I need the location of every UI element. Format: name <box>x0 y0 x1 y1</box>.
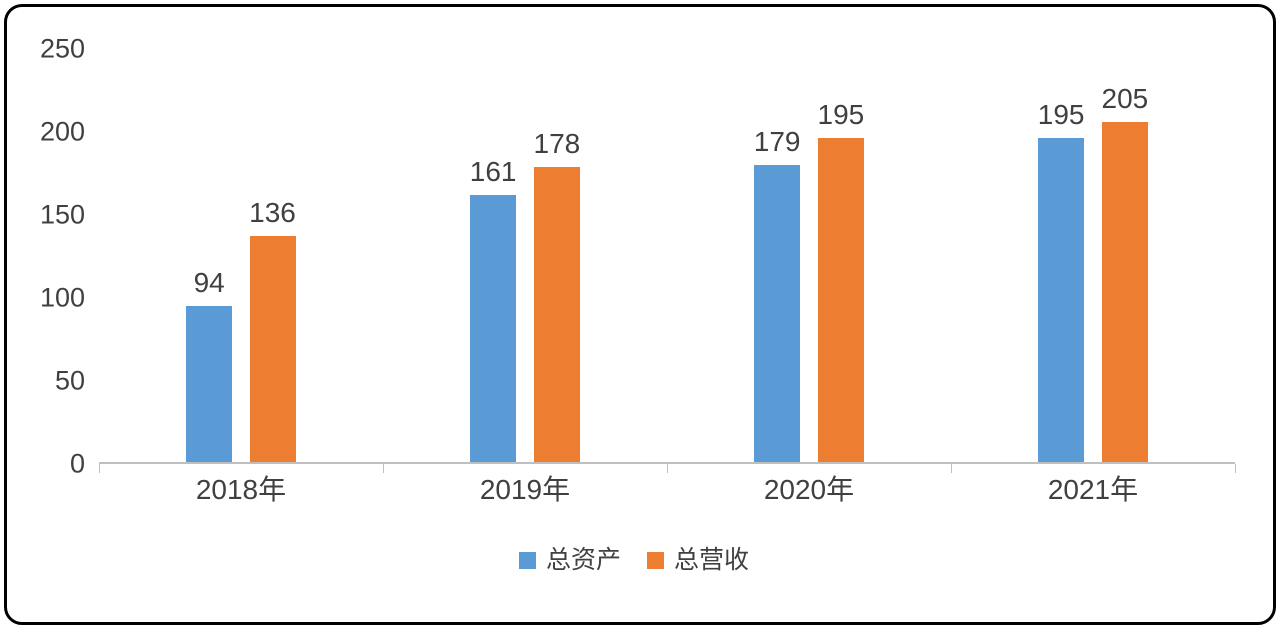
plot-row: 0 50 100 150 200 250 94 136 161 178 179 195 195 205 <box>33 35 1235 477</box>
category-group-2018年: 94 136 <box>99 47 383 462</box>
bar-总营收-2018年 <box>249 236 296 462</box>
bar-column: 178 <box>533 127 581 462</box>
x-axis-tick <box>951 464 952 473</box>
y-axis: 0 50 100 150 200 250 <box>33 35 99 477</box>
y-tick-label: 100 <box>39 282 85 313</box>
y-tick-label: 50 <box>54 365 85 396</box>
bar-总资产-2019年 <box>470 194 517 462</box>
bar-chart: 0 50 100 150 200 250 94 136 161 178 179 195 195 205 … <box>7 7 1273 622</box>
x-axis: 2018年 2019年 2020年 2021年 <box>33 464 1236 505</box>
bar-总营收-2019年 <box>533 166 580 462</box>
bar-column: 205 <box>1101 82 1149 462</box>
y-tick-label: 250 <box>39 33 85 64</box>
y-tick-label: 200 <box>39 116 85 147</box>
bar-总营收-2020年 <box>817 138 864 462</box>
bar-总资产-2020年 <box>754 164 801 462</box>
bar-column: 136 <box>249 199 296 462</box>
value-label: 94 <box>193 266 225 298</box>
value-label: 178 <box>533 127 581 159</box>
bar-总资产-2021年 <box>1038 138 1085 462</box>
plot-area: 94 136 161 178 179 195 195 205 <box>99 47 1235 464</box>
y-tick-label: 150 <box>39 199 85 230</box>
value-label: 136 <box>249 197 296 229</box>
category-group-2019年: 161 178 <box>383 47 667 462</box>
bar-column: 195 <box>817 99 865 462</box>
x-category-label: 2021年 <box>1047 474 1139 505</box>
legend: 总资产 总营收 <box>33 548 1235 573</box>
value-label: 195 <box>1037 99 1085 131</box>
bar-column: 94 <box>186 266 233 462</box>
x-axis-labels: 2018年 2019年 2020年 2021年 <box>99 464 1236 505</box>
value-label: 205 <box>1101 82 1149 114</box>
y-tick-label: 0 <box>69 448 85 479</box>
x-axis-tick <box>1235 464 1236 473</box>
bar-总资产-2018年 <box>186 305 233 462</box>
x-category-label: 2019年 <box>479 474 571 505</box>
legend-item-总资产: 总资产 <box>518 546 621 574</box>
value-label: 161 <box>469 155 517 187</box>
legend-label: 总营收 <box>674 546 750 574</box>
value-label: 195 <box>817 99 865 131</box>
x-axis-tick <box>383 464 384 473</box>
x-axis-tick <box>99 464 100 473</box>
x-axis-tick <box>667 464 668 473</box>
chart-frame: 0 50 100 150 200 250 94 136 161 178 179 195 195 205 … <box>4 4 1276 625</box>
value-label: 179 <box>753 125 801 157</box>
category-group-2020年: 179 195 <box>667 47 951 462</box>
bar-column: 161 <box>469 155 517 462</box>
legend-swatch-icon <box>647 552 664 569</box>
bar-总营收-2021年 <box>1101 121 1148 462</box>
bar-column: 179 <box>753 125 801 462</box>
legend-swatch-icon <box>518 552 536 569</box>
category-group-2021年: 195 205 <box>951 47 1235 462</box>
legend-label: 总资产 <box>545 546 621 574</box>
bar-column: 195 <box>1038 101 1085 462</box>
legend-item-总营收: 总营收 <box>647 548 749 573</box>
x-category-label: 2018年 <box>195 474 287 505</box>
x-category-label: 2020年 <box>763 474 855 505</box>
